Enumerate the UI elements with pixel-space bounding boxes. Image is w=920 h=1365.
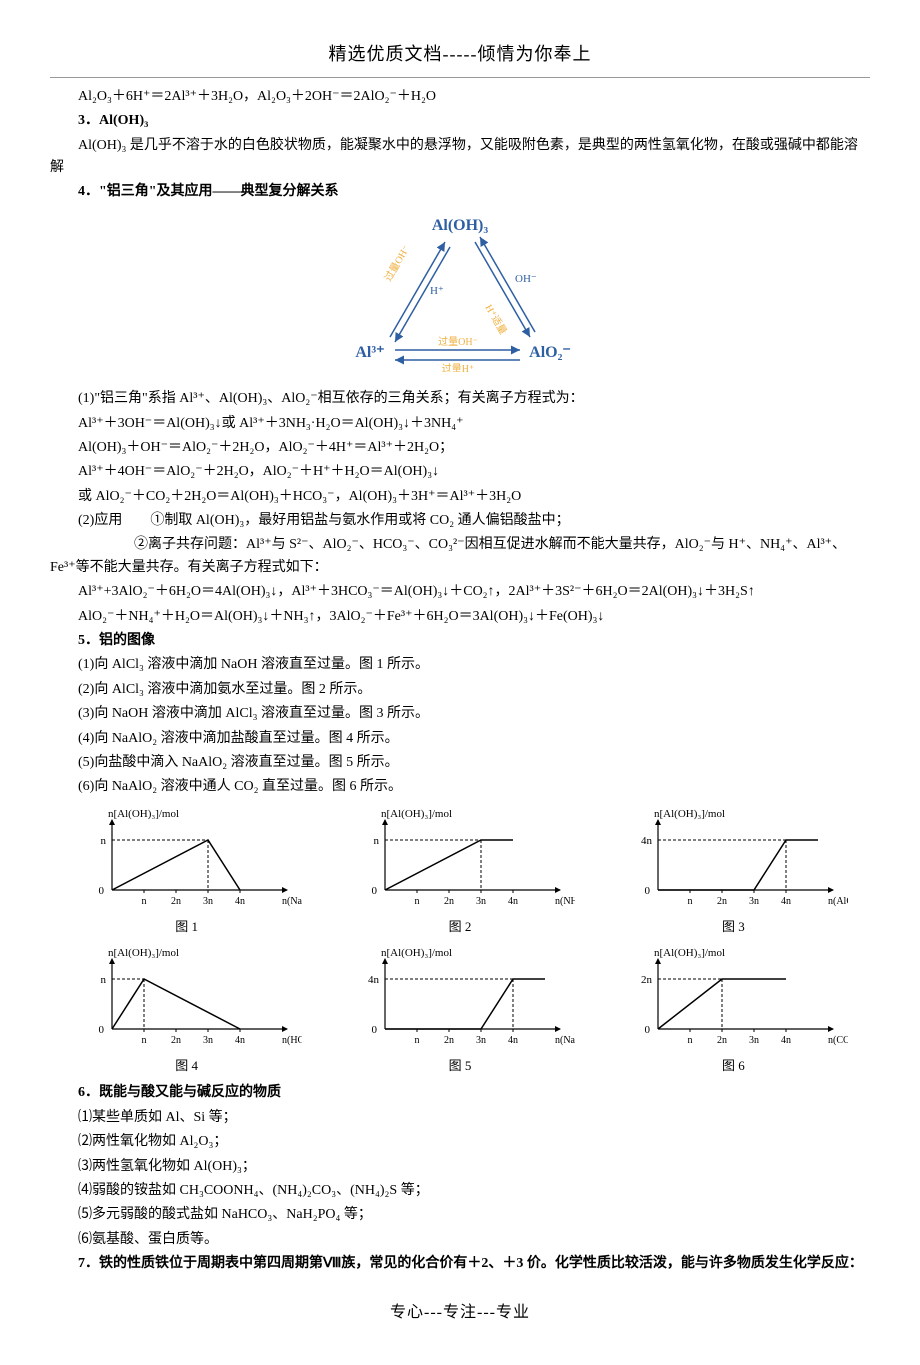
aluminum-triangle-diagram: Al(OH)₃ Al³⁺ AlO₂⁻ 过量OH⁻ H⁺ OH⁻ H⁺适量 过量O… — [50, 212, 870, 380]
graphs-row-1: n[Al(OH)₃]/mol 0 n2n3n4n n(NaOH)/mol n 图… — [50, 805, 870, 938]
s5-item: (6)向 NaAlO₂ 溶液中通人 CO₂ 直至过量。图 6 所示。 — [50, 776, 870, 798]
s4-line: ②离子共存问题：Al³⁺与 S²⁻、AlO₂⁻、HCO₃⁻、CO₃²⁻因相互促进… — [50, 534, 870, 579]
svg-text:0: 0 — [645, 1024, 651, 1036]
svg-text:n: n — [688, 896, 693, 907]
svg-text:4n: 4n — [641, 835, 653, 847]
svg-text:3n: 3n — [476, 1035, 486, 1046]
svg-text:n(NH₃·H₂O)/mol: n(NH₃·H₂O)/mol — [555, 896, 575, 907]
s6-item: ⑵两性氧化物如 Al₂O₃； — [50, 1131, 870, 1153]
graph-4: n[Al(OH)₃]/mol 0 n2n3n4n n(HCl)/mol n 图 … — [50, 944, 323, 1077]
page-header: 精选优质文档-----倾情为你奉上 — [50, 40, 870, 69]
s6-item: ⑸多元弱酸的酸式盐如 NaHCO₃、NaH₂PO₄ 等； — [50, 1204, 870, 1226]
s4-line: 或 AlO₂⁻＋CO₂＋2H₂O＝Al(OH)₃＋HCO₃⁻，Al(OH)₃＋3… — [50, 486, 870, 508]
section-5-title: 5．铝的图像 — [50, 630, 870, 652]
svg-text:0: 0 — [645, 885, 651, 897]
section-3-title: 3．Al(OH)₃ — [50, 110, 870, 132]
s4-line: Al³⁺＋3OH⁻＝Al(OH)₃↓或 Al³⁺＋3NH₃·H₂O＝Al(OH)… — [50, 413, 870, 435]
svg-text:n[Al(OH)₃]/mol: n[Al(OH)₃]/mol — [654, 808, 725, 820]
svg-text:n: n — [141, 896, 146, 907]
label-bottom-up: 过量OH⁻ — [438, 335, 478, 348]
graph-1: n[Al(OH)₃]/mol 0 n2n3n4n n(NaOH)/mol n 图… — [50, 805, 323, 938]
svg-text:3n: 3n — [749, 1035, 759, 1046]
svg-text:n[Al(OH)₃]/mol: n[Al(OH)₃]/mol — [381, 808, 452, 820]
svg-text:n[Al(OH)₃]/mol: n[Al(OH)₃]/mol — [381, 947, 452, 959]
s4-line: Al³⁺+3AlO₂⁻＋6H₂O＝4Al(OH)₃↓，Al³⁺＋3HCO₃⁻＝A… — [50, 581, 870, 603]
svg-text:n: n — [373, 835, 379, 847]
svg-text:n: n — [100, 835, 106, 847]
svg-text:4n: 4n — [368, 974, 380, 986]
label-left-up: 过量OH⁻ — [381, 242, 412, 283]
svg-text:4n: 4n — [781, 896, 791, 907]
s6-item: ⑴某些单质如 Al、Si 等； — [50, 1107, 870, 1129]
s6-item: ⑹氨基酸、蛋白质等。 — [50, 1229, 870, 1251]
svg-text:2n: 2n — [171, 1035, 181, 1046]
svg-text:4n: 4n — [781, 1035, 791, 1046]
svg-text:2n: 2n — [171, 896, 181, 907]
s4-line: (2)应用 ①制取 Al(OH)₃，最好用铝盐与氨水作用或将 CO₂ 通人偏铝酸… — [50, 510, 870, 532]
s5-item: (5)向盐酸中滴入 NaAlO₂ 溶液直至过量。图 5 所示。 — [50, 752, 870, 774]
s6-item: ⑶两性氢氧化物如 Al(OH)₃； — [50, 1156, 870, 1178]
section-6-title: 6．既能与酸又能与碱反应的物质 — [50, 1082, 870, 1104]
triangle-top: Al(OH)₃ — [432, 217, 489, 234]
svg-text:2n: 2n — [717, 1035, 727, 1046]
graph-2: n[Al(OH)₃]/mol 0 n2n3n4n n(NH₃·H₂O)/mol … — [323, 805, 596, 938]
svg-text:n(NaOH)/mol: n(NaOH)/mol — [282, 896, 302, 907]
svg-text:n(NaAlO₂)/mol: n(NaAlO₂)/mol — [555, 1035, 575, 1046]
svg-text:n: n — [141, 1035, 146, 1046]
svg-text:n[Al(OH)₃]/mol: n[Al(OH)₃]/mol — [654, 947, 725, 959]
equation-line: Al₂O₃＋6H⁺＝2Al³⁺＋3H₂O，Al₂O₃＋2OH⁻＝2AlO₂⁻＋H… — [50, 86, 870, 108]
s5-item: (1)向 AlCl₃ 溶液中滴加 NaOH 溶液直至过量。图 1 所示。 — [50, 654, 870, 676]
s5-item: (3)向 NaOH 溶液中滴加 AlCl₃ 溶液直至过量。图 3 所示。 — [50, 703, 870, 725]
svg-text:3n: 3n — [749, 896, 759, 907]
svg-text:3n: 3n — [203, 1035, 213, 1046]
s4-line: Al(OH)₃＋OH⁻＝AlO₂⁻＋2H₂O，AlO₂⁻＋4H⁺＝Al³⁺＋2H… — [50, 437, 870, 459]
graph-5: n[Al(OH)₃]/mol 0 n 2n 3n 4n n(NaAlO₂)/mol 4… — [323, 944, 596, 1077]
s4-line: (1)"铝三角"系指 Al³⁺、Al(OH)₃、AlO₂⁻相互依存的三角关系；有… — [50, 388, 870, 410]
svg-text:2n: 2n — [717, 896, 727, 907]
svg-text:n: n — [688, 1035, 693, 1046]
svg-text:2n: 2n — [641, 974, 653, 986]
svg-text:n[Al(OH)₃]/mol: n[Al(OH)₃]/mol — [108, 808, 179, 820]
page-footer: 专心---专注---专业 — [50, 1300, 870, 1326]
svg-text:n: n — [414, 1035, 419, 1046]
graph-3: n[Al(OH)₃]/mol 0 n 2n 3n 4n n(AlCl₃)/mol 4n… — [597, 805, 870, 938]
triangle-left: Al³⁺ — [355, 344, 384, 361]
label-right-up: OH⁻ — [515, 273, 537, 285]
svg-text:0: 0 — [98, 1024, 104, 1036]
header-divider — [50, 77, 870, 78]
s4-line: AlO₂⁻＋NH₄⁺＋H₂O＝Al(OH)₃↓＋NH₃↑，3AlO₂⁻＋Fe³⁺… — [50, 606, 870, 628]
triangle-right: AlO₂⁻ — [529, 344, 571, 361]
svg-text:n(CO₂)/mol: n(CO₂)/mol — [828, 1035, 848, 1046]
graphs-row-2: n[Al(OH)₃]/mol 0 n2n3n4n n(HCl)/mol n 图 … — [50, 944, 870, 1077]
graph-6: n[Al(OH)₃]/mol 0 n2n3n4n n(CO₂)/mol 2n 图… — [597, 944, 870, 1077]
svg-text:n: n — [414, 896, 419, 907]
section-3-body: Al(OH)₃ 是几乎不溶于水的白色胶状物质，能凝聚水中的悬浮物，又能吸附色素，… — [50, 135, 870, 180]
svg-text:0: 0 — [98, 885, 104, 897]
s6-item: ⑷弱酸的铵盐如 CH₃COONH₄、(NH₄)₂CO₃、(NH₄)₂S 等； — [50, 1180, 870, 1202]
svg-text:2n: 2n — [444, 896, 454, 907]
s5-item: (2)向 AlCl₃ 溶液中滴加氨水至过量。图 2 所示。 — [50, 679, 870, 701]
label-right-down: H⁺适量 — [482, 302, 509, 336]
s5-item: (4)向 NaAlO₂ 溶液中滴加盐酸直至过量。图 4 所示。 — [50, 728, 870, 750]
svg-text:3n: 3n — [476, 896, 486, 907]
svg-text:3n: 3n — [203, 896, 213, 907]
svg-text:4n: 4n — [508, 1035, 518, 1046]
svg-text:4n: 4n — [235, 1035, 245, 1046]
section-7: 7．铁的性质铁位于周期表中第四周期第Ⅷ族，常见的化合价有＋2、＋3 价。化学性质… — [50, 1253, 870, 1275]
svg-text:0: 0 — [371, 885, 377, 897]
svg-text:4n: 4n — [235, 896, 245, 907]
svg-text:n[Al(OH)₃]/mol: n[Al(OH)₃]/mol — [108, 947, 179, 959]
svg-text:0: 0 — [371, 1024, 377, 1036]
section-4-title: 4．"铝三角"及其应用——典型复分解关系 — [50, 181, 870, 203]
label-bottom-down: 过量H⁺ — [442, 362, 475, 372]
svg-text:n: n — [100, 974, 106, 986]
s4-line: Al³⁺＋4OH⁻＝AlO₂⁻＋2H₂O，AlO₂⁻＋H⁺＋H₂O＝Al(OH)… — [50, 461, 870, 483]
svg-text:n(HCl)/mol: n(HCl)/mol — [282, 1035, 302, 1046]
svg-text:2n: 2n — [444, 1035, 454, 1046]
label-left-down: H⁺ — [430, 285, 444, 297]
svg-text:4n: 4n — [508, 896, 518, 907]
svg-text:n(AlCl₃)/mol: n(AlCl₃)/mol — [828, 896, 848, 907]
